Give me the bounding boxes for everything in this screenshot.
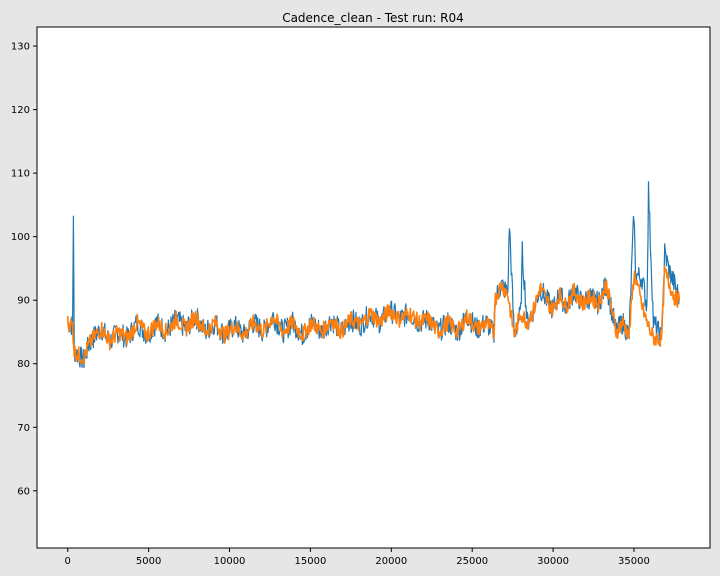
x-tick-label: 20000	[375, 556, 407, 567]
series-layer	[66, 181, 681, 369]
plot-area	[37, 27, 710, 548]
chart-title: Cadence_clean - Test run: R04	[282, 11, 464, 25]
x-axis: 0 5000 10000 15000 20000 25000 30000 35000	[65, 548, 650, 567]
y-tick-label: 70	[17, 423, 30, 434]
y-tick-label: 90	[17, 296, 30, 307]
x-tick-label: 35000	[618, 556, 650, 567]
x-tick-label: 15000	[295, 556, 327, 567]
y-tick-label: 80	[17, 359, 30, 370]
y-tick-label: 60	[17, 486, 30, 497]
series-2	[66, 265, 681, 366]
x-tick-label: 0	[65, 556, 71, 567]
x-tick-label: 5000	[136, 556, 161, 567]
plot-frame	[36, 26, 711, 549]
x-tick-label: 25000	[456, 556, 488, 567]
x-tick-label: 30000	[537, 556, 569, 567]
series-line-2	[66, 265, 681, 366]
y-tick-label: 100	[11, 232, 30, 243]
y-axis: 60 70 80 90 100 110 120 130	[11, 42, 37, 497]
x-tick-label: 10000	[214, 556, 246, 567]
y-tick-label: 130	[11, 42, 30, 53]
y-tick-label: 120	[11, 105, 30, 116]
y-tick-label: 110	[11, 169, 30, 180]
